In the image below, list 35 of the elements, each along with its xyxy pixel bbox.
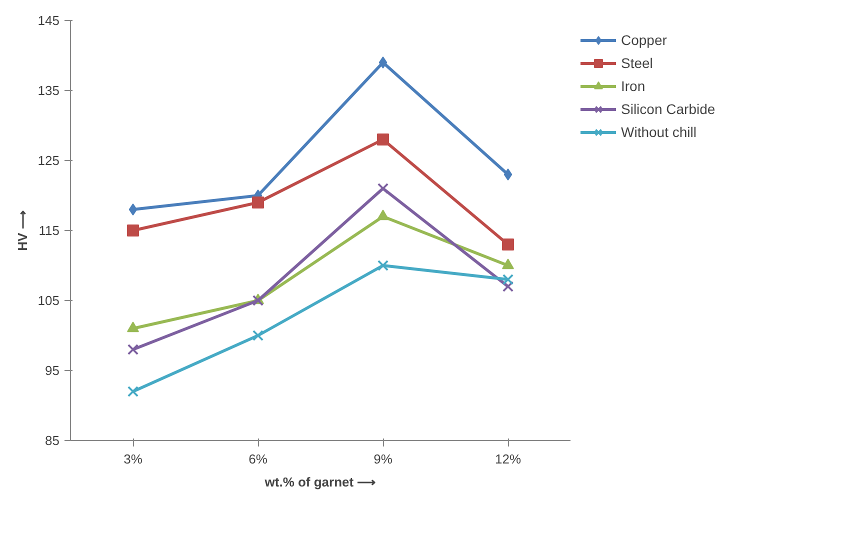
point xyxy=(127,322,139,332)
y-tick-label: 135 xyxy=(38,83,60,98)
y-tick-label: 115 xyxy=(38,223,60,238)
point xyxy=(502,280,514,292)
point xyxy=(127,386,139,398)
y-axis-title: HV ⟶ xyxy=(14,210,30,251)
y-tick-label: 95 xyxy=(45,363,60,378)
x-tick-label: 9% xyxy=(374,452,393,466)
y-tick-label: 145 xyxy=(38,13,60,28)
legend-label: Without chill xyxy=(621,124,696,140)
y-tick-label: 125 xyxy=(38,153,60,168)
point xyxy=(502,258,514,270)
point xyxy=(378,56,388,68)
legend-label: Silicon Carbide xyxy=(621,101,716,117)
point xyxy=(504,168,512,180)
point xyxy=(127,344,139,356)
x-tick-label: 6% xyxy=(248,452,268,466)
point xyxy=(252,330,264,342)
point xyxy=(377,260,389,272)
point xyxy=(377,134,389,146)
point xyxy=(128,204,138,216)
legend-label: Steel xyxy=(621,55,653,71)
y-tick-label: 105 xyxy=(38,293,60,308)
point xyxy=(377,182,389,194)
y-tick-label: 85 xyxy=(45,433,60,448)
x-axis-title: wt.% of garnet ⟶ xyxy=(264,474,376,490)
point xyxy=(377,210,389,220)
point xyxy=(252,196,264,208)
x-tick-label: 12% xyxy=(494,452,522,466)
x-tick-label: 3% xyxy=(124,452,143,466)
legend-label: Copper xyxy=(621,32,667,48)
point xyxy=(502,238,514,250)
point xyxy=(127,224,139,236)
legend-label: Iron xyxy=(621,78,646,94)
point xyxy=(502,274,514,286)
